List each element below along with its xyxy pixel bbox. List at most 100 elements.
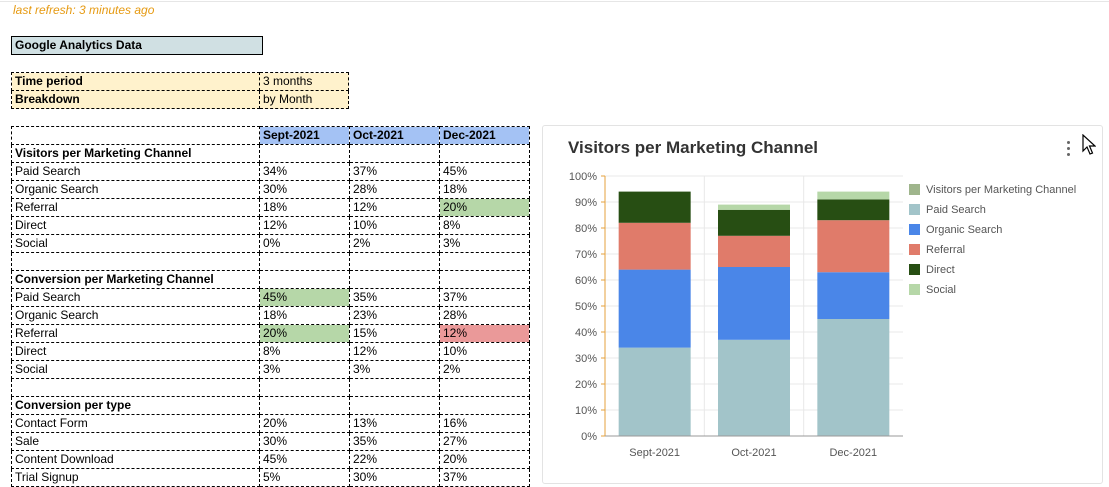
value-cell[interactable]: 35% xyxy=(349,288,440,307)
bar-segment-referral[interactable] xyxy=(817,220,890,273)
value-cell[interactable]: 37% xyxy=(349,162,440,181)
month-header[interactable]: Sept-2021 xyxy=(259,126,350,145)
value-cell[interactable]: 12% xyxy=(349,342,440,361)
row-label[interactable]: Social xyxy=(11,234,260,253)
value-cell[interactable]: 20% xyxy=(439,450,530,469)
row-label[interactable]: Referral xyxy=(11,198,260,217)
bar-segment-organic-search[interactable] xyxy=(718,267,790,340)
row-label[interactable]: Direct xyxy=(11,342,260,361)
value-cell[interactable]: 30% xyxy=(349,468,440,487)
value-cell[interactable]: 2% xyxy=(439,360,530,379)
table-cell[interactable] xyxy=(11,252,260,271)
row-label[interactable]: Organic Search xyxy=(11,180,260,199)
bar-segment-paid-search[interactable] xyxy=(817,319,890,436)
row-label[interactable]: Sale xyxy=(11,432,260,451)
value-cell[interactable]: 34% xyxy=(259,162,350,181)
value-cell[interactable]: 12% xyxy=(259,216,350,235)
table-cell[interactable] xyxy=(349,378,440,397)
table-cell[interactable] xyxy=(259,396,350,415)
bar-segment-direct[interactable] xyxy=(618,191,691,223)
value-cell[interactable]: 13% xyxy=(349,414,440,433)
bar-segment-direct[interactable] xyxy=(817,199,890,221)
param-value[interactable]: 3 months xyxy=(259,72,349,91)
value-cell[interactable]: 3% xyxy=(259,360,350,379)
value-cell[interactable]: 37% xyxy=(439,288,530,307)
section-title[interactable]: Visitors per Marketing Channel xyxy=(11,144,260,163)
row-label[interactable]: Social xyxy=(11,360,260,379)
value-cell[interactable]: 8% xyxy=(439,216,530,235)
table-cell[interactable] xyxy=(11,378,260,397)
param-value[interactable]: by Month xyxy=(259,90,349,109)
value-cell[interactable]: 30% xyxy=(259,432,350,451)
more-options-icon[interactable] xyxy=(1061,138,1075,160)
value-cell[interactable]: 23% xyxy=(349,306,440,325)
value-cell[interactable]: 35% xyxy=(349,432,440,451)
table-cell[interactable] xyxy=(439,378,530,397)
value-cell[interactable]: 22% xyxy=(349,450,440,469)
month-header[interactable]: Oct-2021 xyxy=(349,126,440,145)
row-label[interactable]: Content Download xyxy=(11,450,260,469)
section-title[interactable]: Conversion per type xyxy=(11,396,260,415)
value-cell[interactable]: 10% xyxy=(439,342,530,361)
table-cell[interactable] xyxy=(259,270,350,289)
value-cell[interactable]: 28% xyxy=(349,180,440,199)
y-tick-label: 90% xyxy=(575,197,597,209)
value-cell[interactable]: 45% xyxy=(439,162,530,181)
row-label[interactable]: Contact Form xyxy=(11,414,260,433)
param-label: Time period xyxy=(11,72,260,91)
month-header[interactable]: Dec-2021 xyxy=(439,126,530,145)
table-cell[interactable] xyxy=(349,252,440,271)
value-cell[interactable]: 0% xyxy=(259,234,350,253)
value-cell[interactable]: 37% xyxy=(439,468,530,487)
value-cell[interactable]: 18% xyxy=(259,306,350,325)
row-label[interactable]: Paid Search xyxy=(11,162,260,181)
value-cell[interactable]: 18% xyxy=(439,180,530,199)
table-cell[interactable] xyxy=(349,144,440,163)
row-label[interactable]: Referral xyxy=(11,324,260,343)
value-cell[interactable]: 8% xyxy=(259,342,350,361)
table-cell[interactable] xyxy=(259,144,350,163)
table-cell[interactable] xyxy=(259,252,350,271)
bar-segment-direct[interactable] xyxy=(718,209,790,236)
value-cell[interactable]: 20% xyxy=(259,324,350,343)
table-cell[interactable] xyxy=(349,270,440,289)
value-cell[interactable]: 28% xyxy=(439,306,530,325)
table-cell[interactable] xyxy=(439,270,530,289)
table-cell[interactable] xyxy=(259,378,350,397)
value-cell[interactable]: 12% xyxy=(439,324,530,343)
value-cell[interactable]: 3% xyxy=(349,360,440,379)
bar-segment-social[interactable] xyxy=(817,191,890,200)
bar-segment-paid-search[interactable] xyxy=(718,339,790,436)
bar-segment-social[interactable] xyxy=(718,204,790,210)
row-label[interactable]: Direct xyxy=(11,216,260,235)
value-cell[interactable]: 2% xyxy=(349,234,440,253)
bar-segment-referral[interactable] xyxy=(718,235,790,267)
bar-segment-referral[interactable] xyxy=(618,222,691,270)
table-cell[interactable] xyxy=(11,126,260,145)
value-cell[interactable]: 12% xyxy=(349,198,440,217)
value-cell[interactable]: 18% xyxy=(259,198,350,217)
row-label[interactable]: Organic Search xyxy=(11,306,260,325)
value-cell[interactable]: 20% xyxy=(439,198,530,217)
section-title[interactable]: Conversion per Marketing Channel xyxy=(11,270,260,289)
bar-segment-paid-search[interactable] xyxy=(618,347,691,436)
value-cell[interactable]: 27% xyxy=(439,432,530,451)
value-cell[interactable]: 5% xyxy=(259,468,350,487)
bar-segment-organic-search[interactable] xyxy=(618,269,691,348)
value-cell[interactable]: 16% xyxy=(439,414,530,433)
table-cell[interactable] xyxy=(349,396,440,415)
value-cell[interactable]: 10% xyxy=(349,216,440,235)
row-label[interactable]: Trial Signup xyxy=(11,468,260,487)
value-cell[interactable]: 45% xyxy=(259,288,350,307)
value-cell[interactable]: 20% xyxy=(259,414,350,433)
value-cell[interactable]: 30% xyxy=(259,180,350,199)
value-cell[interactable]: 15% xyxy=(349,324,440,343)
mouse-cursor-icon xyxy=(1082,134,1096,155)
table-cell[interactable] xyxy=(439,396,530,415)
row-label[interactable]: Paid Search xyxy=(11,288,260,307)
table-cell[interactable] xyxy=(439,252,530,271)
table-cell[interactable] xyxy=(439,144,530,163)
value-cell[interactable]: 3% xyxy=(439,234,530,253)
bar-segment-organic-search[interactable] xyxy=(817,272,890,319)
value-cell[interactable]: 45% xyxy=(259,450,350,469)
